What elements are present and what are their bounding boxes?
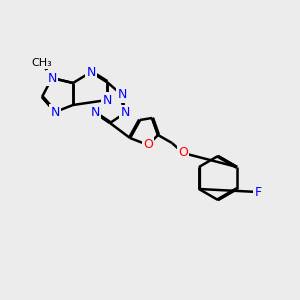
Text: N: N [102, 94, 112, 106]
Text: CH₃: CH₃ [32, 58, 52, 68]
Text: N: N [47, 71, 57, 85]
Text: N: N [86, 65, 96, 79]
Text: N: N [120, 106, 130, 119]
Text: N: N [50, 106, 60, 118]
Text: O: O [178, 146, 188, 160]
Text: N: N [117, 88, 127, 101]
Text: O: O [143, 139, 153, 152]
Text: F: F [254, 185, 262, 199]
Text: N: N [90, 106, 100, 119]
